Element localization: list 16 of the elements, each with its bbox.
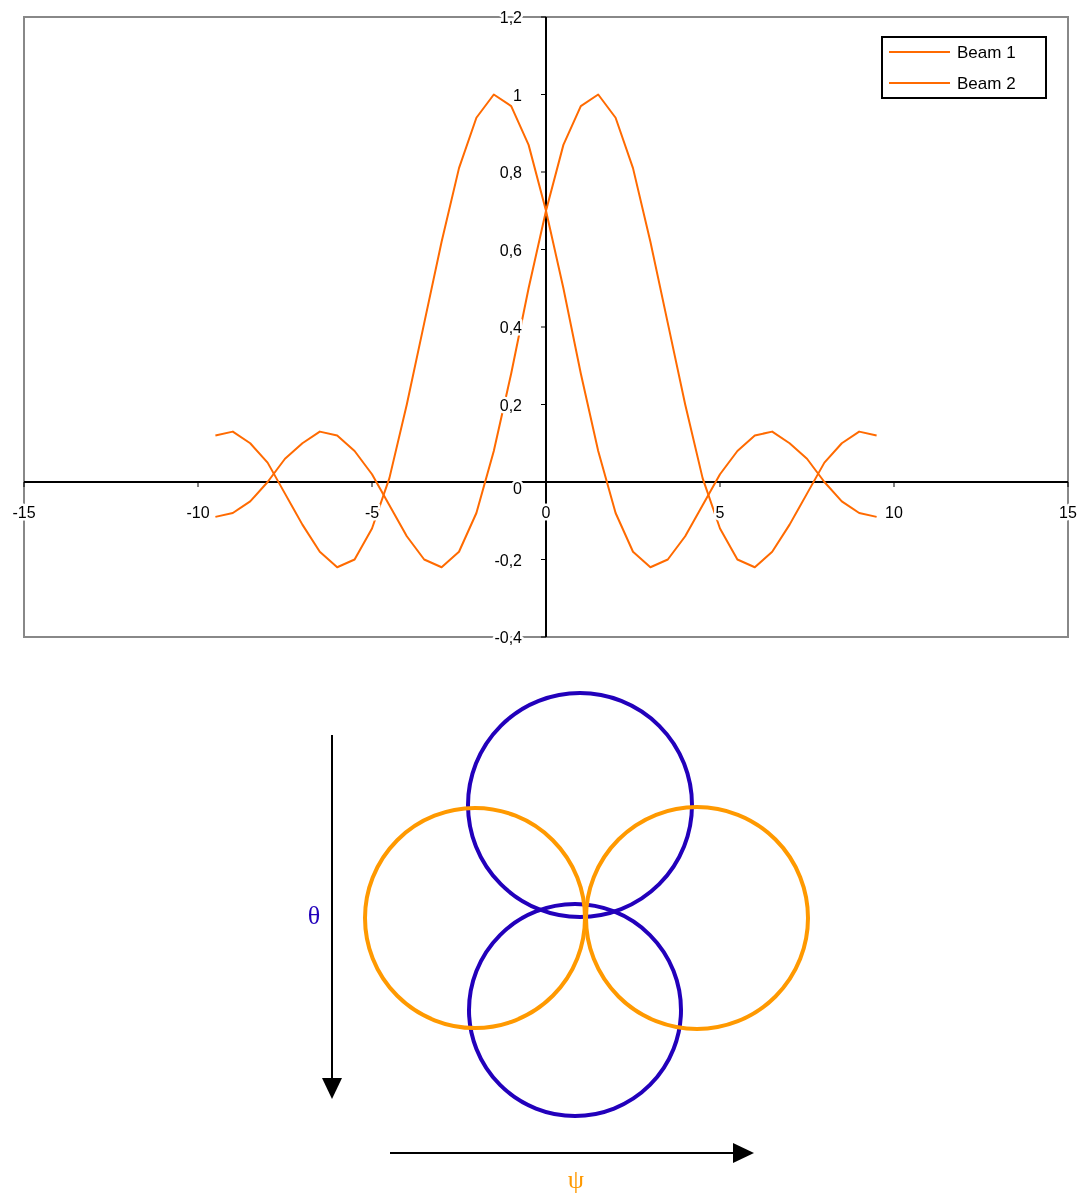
y-tick-label: -0,2 bbox=[494, 551, 523, 569]
x-tick-label: 10 bbox=[885, 504, 903, 521]
legend-label: Beam 2 bbox=[957, 74, 1016, 93]
legend-label: Beam 1 bbox=[957, 43, 1016, 62]
y-tick-label: -0,4 bbox=[494, 629, 523, 646]
x-tick-label: 5 bbox=[715, 504, 725, 521]
x-tick-label: -15 bbox=[12, 504, 36, 521]
y-tick-label: 1 bbox=[513, 86, 523, 104]
x-tick-label: 15 bbox=[1059, 504, 1077, 521]
x-tick-label: -10 bbox=[186, 504, 210, 521]
y-tick-label: 1,2 bbox=[499, 9, 523, 26]
y-tick-label: 0,6 bbox=[499, 241, 523, 259]
text: ψ bbox=[567, 1165, 585, 1194]
y-tick-label: 0,8 bbox=[499, 164, 523, 181]
text: θ bbox=[307, 901, 321, 930]
y-tick-label: 0 bbox=[513, 480, 523, 497]
